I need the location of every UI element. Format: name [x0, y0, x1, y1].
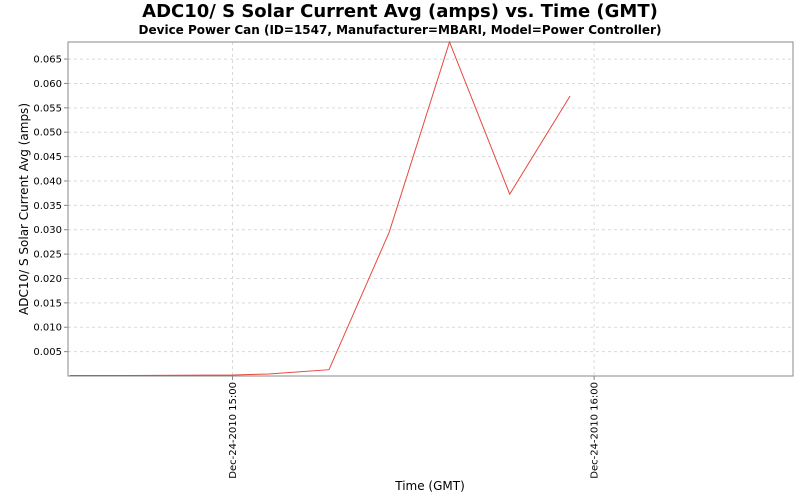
y-tick-label: 0.050 — [33, 128, 62, 139]
y-tick-label: 0.045 — [33, 152, 62, 163]
series — [68, 40, 572, 377]
y-tick-label: 0.025 — [33, 250, 62, 261]
data-point — [508, 193, 511, 196]
data-point — [68, 374, 71, 377]
y-tick-label: 0.060 — [33, 79, 62, 90]
chart-title: ADC10/ S Solar Current Avg (amps) vs. Ti… — [142, 1, 658, 22]
data-point — [231, 374, 234, 377]
y-axis: 0.005 0.010 0.015 0.020 0.025 0.030 0.035 0.040… — [33, 55, 68, 358]
y-tick-label: 0.035 — [33, 201, 62, 212]
y-tick-label: 0.005 — [33, 347, 62, 358]
data-point — [327, 368, 330, 371]
data-point — [388, 231, 391, 234]
x-axis-label: Time (GMT) — [394, 479, 465, 493]
y-axis-label: ADC10/ S Solar Current Avg (amps) — [17, 103, 31, 315]
data-point — [569, 95, 572, 98]
series-line — [69, 40, 571, 376]
plot-area — [67, 41, 794, 377]
y-tick-label: 0.015 — [33, 298, 62, 309]
y-tick-label: 0.030 — [33, 225, 62, 236]
y-tick-label: 0.065 — [33, 55, 62, 66]
grid — [68, 42, 793, 376]
y-tick-label: 0.055 — [33, 103, 62, 114]
y-tick-label: 0.040 — [33, 176, 62, 187]
x-tick-label: Dec-24-2010 15:00 — [228, 382, 239, 479]
y-tick-label: 0.010 — [33, 323, 62, 334]
x-tick-label: Dec-24-2010 16:00 — [590, 382, 601, 479]
chart-subtitle: Device Power Can (ID=1547, Manufacturer=… — [138, 23, 662, 37]
data-point — [129, 374, 132, 377]
data-point — [448, 41, 451, 44]
y-tick-label: 0.020 — [33, 274, 62, 285]
x-axis: Dec-24-2010 15:00 Dec-24-2010 16:00 — [228, 376, 601, 479]
data-point — [267, 373, 270, 376]
